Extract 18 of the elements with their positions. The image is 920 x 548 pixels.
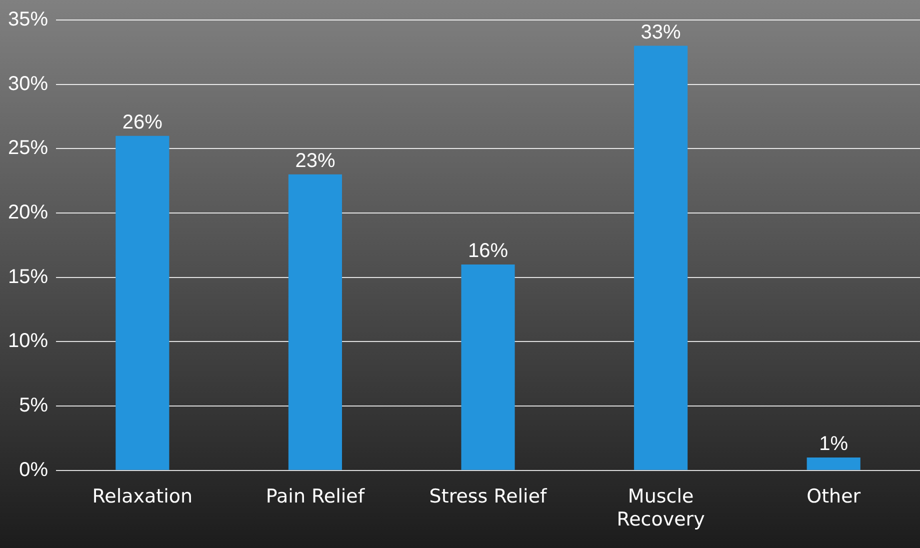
y-tick-label: 0% xyxy=(19,458,48,481)
y-tick-label: 30% xyxy=(8,72,48,95)
data-label: 23% xyxy=(295,150,336,172)
y-tick-label: 35% xyxy=(8,8,48,31)
y-tick-label: 10% xyxy=(8,330,48,352)
x-tick-label: Other xyxy=(806,486,861,508)
x-tick-label: Stress Relief xyxy=(429,486,548,508)
x-tick-label: Relaxation xyxy=(92,486,193,508)
y-tick-label: 15% xyxy=(8,266,48,288)
data-label: 33% xyxy=(640,21,682,44)
x-tick-label: Muscle Recovery xyxy=(616,486,705,531)
data-label: 1% xyxy=(819,433,848,456)
y-tick-label: 5% xyxy=(19,394,48,417)
y-tick-label: 20% xyxy=(8,202,48,224)
data-label: 16% xyxy=(468,240,508,262)
x-tick-label: Pain Relief xyxy=(266,486,366,508)
data-label: 26% xyxy=(122,111,163,134)
y-tick-label: 25% xyxy=(8,137,48,160)
